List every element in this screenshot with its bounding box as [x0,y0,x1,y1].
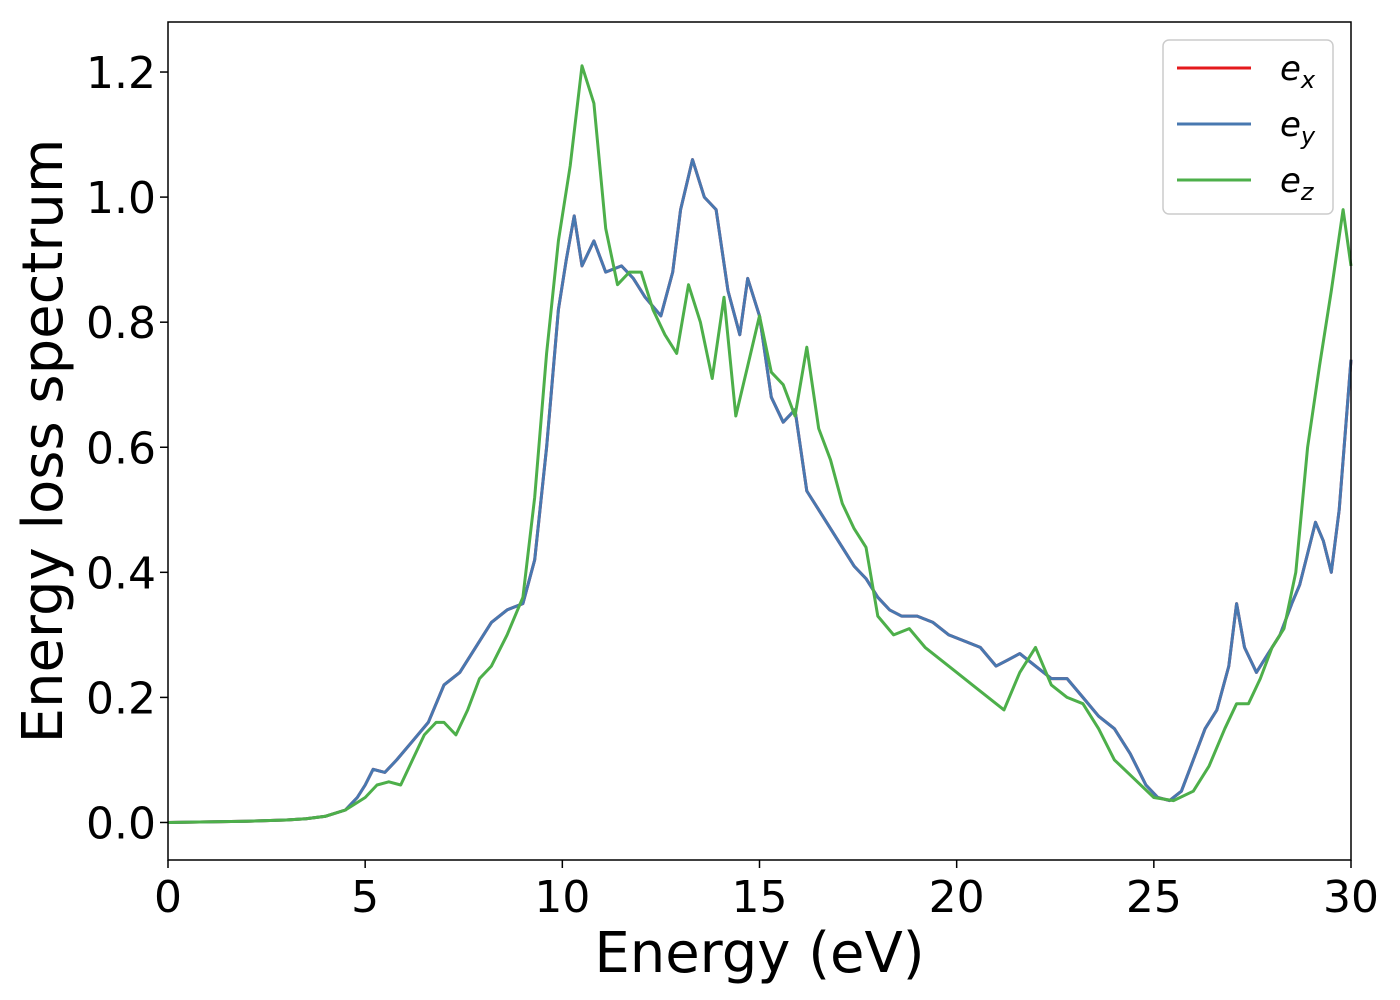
x-tick-label: 15 [732,872,788,923]
legend-label-base: e [1280,161,1301,201]
legend-label-y: ey [1280,105,1316,150]
y-tick-label: 1.0 [86,173,156,224]
legend-label-base: e [1280,105,1301,145]
x-tick-label: 25 [1126,872,1182,923]
y-tick-label: 0.8 [86,298,156,349]
series-line-z [167,64,1353,824]
y-axis-label: Energy loss spectrum [11,139,76,744]
y-tick-label: 0.6 [86,423,156,474]
legend-label-z: ez [1280,161,1315,206]
series-line-y [167,158,1353,824]
y-tick-label: 1.2 [86,48,156,99]
x-tick-label: 0 [154,872,182,923]
x-tick-label: 20 [929,872,985,923]
series-line-x [167,158,1353,824]
legend-box [1162,39,1334,215]
y-tick-label: 0.2 [86,673,156,724]
y-tick-label: 0.4 [86,548,156,599]
x-axis-ticks: 0 5 10 15 20 25 30 [154,860,1379,923]
x-tick-label: 30 [1323,872,1379,923]
x-axis-label: Energy (eV) [594,921,924,986]
legend-label-subscript: y [1300,122,1316,150]
legend-label-x: ex [1280,49,1316,94]
legend-label-subscript: x [1300,66,1316,94]
x-tick-label: 10 [534,872,590,923]
series-lines [167,64,1353,824]
x-tick-label: 5 [351,872,379,923]
legend-label-subscript: z [1300,178,1315,206]
y-axis-ticks: 0.0 0.2 0.4 0.6 0.8 1.0 1.2 [86,48,168,849]
y-tick-label: 0.0 [86,798,156,849]
legend-label-base: e [1280,49,1301,89]
